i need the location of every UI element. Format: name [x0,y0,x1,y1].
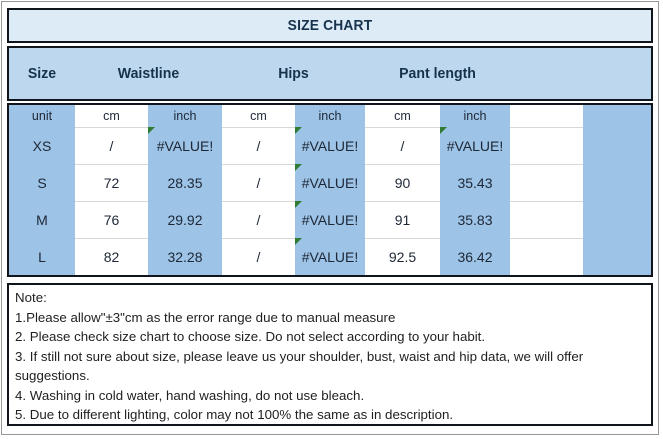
value-cell [510,238,583,275]
value-cell: #VALUE! [295,127,365,164]
unit-cell: cm [75,105,148,127]
value-cell [583,238,651,275]
size-table-grid: unit cm inch cm inch cm inch XS / #VALUE! / #VALUE!… [9,105,651,275]
header-waistline: Waistline [117,65,180,82]
value-cell: 36.42 [440,238,510,275]
note-line: 1.Please allow"±3"cm as the error range … [15,309,396,325]
unit-cell: inch [440,105,510,127]
value-cell [583,127,651,164]
column-headers: Size Waistline Hips Pant length [7,46,653,101]
unit-cell: cm [222,105,295,127]
value-cell: 35.43 [440,164,510,201]
notes-label: Note: [15,290,47,305]
note-line: 2. Please check size chart to choose siz… [15,329,486,344]
unit-cell: cm [365,105,440,127]
value-cell: 32.28 [148,238,222,275]
value-cell: #VALUE! [295,164,365,201]
size-label-cell: M [9,201,75,238]
notes-lines: 1.Please allow"±3"cm as the error range … [15,308,645,425]
size-table: unit cm inch cm inch cm inch XS / #VALUE! / #VALUE!… [7,103,653,277]
value-cell: #VALUE! [148,127,222,164]
value-cell [583,164,651,201]
header-pant-length: Pant length [399,65,476,82]
value-cell: 28.35 [148,164,222,201]
unit-cell: inch [295,105,365,127]
value-cell [583,201,651,238]
value-cell [510,164,583,201]
size-label-cell: S [9,164,75,201]
value-cell: 90 [365,164,440,201]
value-cell: 82 [75,238,148,275]
title-bar: SIZE CHART [7,8,653,43]
value-cell: / [365,127,440,164]
size-label-cell: L [9,238,75,275]
value-cell: / [222,164,295,201]
value-cell: #VALUE! [295,238,365,275]
value-cell: / [222,238,295,275]
unit-cell: unit [9,105,75,127]
note-line: 5. Due to different lighting, color may … [15,407,454,422]
value-cell: 92.5 [365,238,440,275]
size-label-cell: XS [9,127,75,164]
header-size: Size [27,65,57,82]
header-grid: Size Waistline Hips Pant length [9,48,651,99]
value-cell: / [222,201,295,238]
value-cell: 72 [75,164,148,201]
value-cell: / [222,127,295,164]
value-cell [510,201,583,238]
value-cell: 76 [75,201,148,238]
value-cell: 91 [365,201,440,238]
note-line: 4. Washing in cold water, hand washing, … [15,387,365,403]
value-cell: #VALUE! [295,201,365,238]
value-cell: 35.83 [440,201,510,238]
unit-cell: inch [148,105,222,127]
page-title: SIZE CHART [287,17,373,34]
notes-box: Note: 1.Please allow"±3"cm as the error … [7,283,653,426]
value-cell [510,127,583,164]
unit-cell [510,105,583,127]
unit-cell [583,105,651,127]
value-cell: / [75,127,148,164]
note-line: 3. If still not sure about size, please … [15,348,584,384]
header-hips: Hips [278,65,309,82]
value-cell: 29.92 [148,201,222,238]
value-cell: #VALUE! [440,127,510,164]
